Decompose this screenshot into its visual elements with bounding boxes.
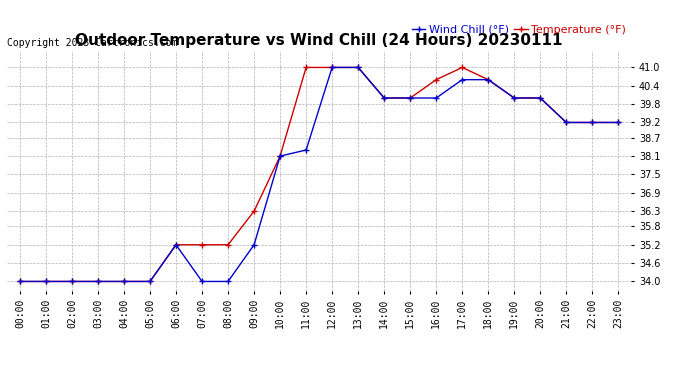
Title: Outdoor Temperature vs Wind Chill (24 Hours) 20230111: Outdoor Temperature vs Wind Chill (24 Ho…	[75, 33, 563, 48]
Text: Copyright 2023 Cartronics.com: Copyright 2023 Cartronics.com	[7, 38, 177, 48]
Legend: Wind Chill (°F), Temperature (°F): Wind Chill (°F), Temperature (°F)	[412, 25, 626, 35]
